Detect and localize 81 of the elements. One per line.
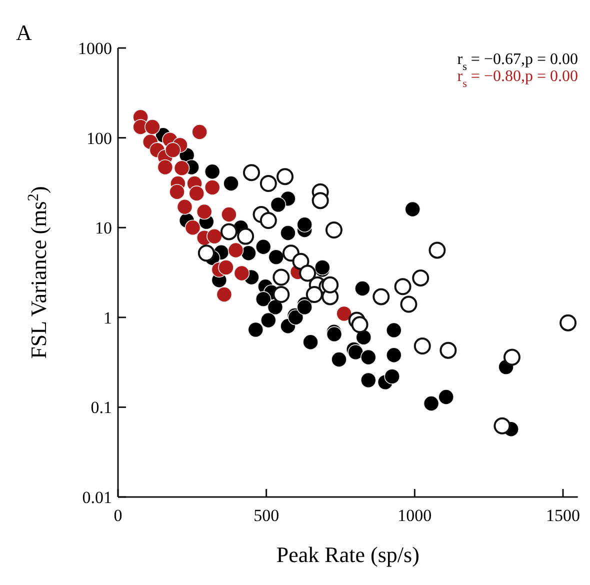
- point: [299, 264, 316, 282]
- point: [306, 286, 323, 303]
- point: [331, 352, 347, 368]
- y-tick-label: 0.01: [82, 488, 112, 507]
- y-tick-label: 10: [95, 218, 112, 238]
- point: [192, 124, 208, 140]
- point: [267, 299, 284, 316]
- point: [560, 314, 577, 332]
- point: [169, 184, 185, 200]
- point: [400, 296, 418, 313]
- point: [272, 286, 290, 303]
- point: [268, 249, 284, 265]
- point: [312, 192, 329, 210]
- y-tick-label: 0.1: [90, 398, 112, 418]
- point: [270, 196, 286, 213]
- point: [216, 286, 232, 302]
- point: [260, 312, 276, 328]
- point: [228, 242, 244, 258]
- point: [360, 372, 376, 388]
- point: [248, 322, 264, 338]
- point: [196, 204, 212, 220]
- point: [280, 225, 296, 241]
- point: [255, 291, 272, 307]
- point: [423, 396, 440, 412]
- point: [260, 212, 277, 229]
- point: [188, 186, 205, 202]
- point: [234, 265, 250, 282]
- point: [255, 238, 272, 255]
- point: [414, 338, 431, 355]
- point: [348, 344, 364, 360]
- point: [384, 368, 400, 384]
- point: [503, 348, 520, 366]
- point: [184, 220, 201, 236]
- x-axis-title: Peak Rate (sp/s): [276, 542, 420, 567]
- point: [360, 349, 376, 366]
- x-tick-label: 0: [114, 506, 122, 525]
- point: [322, 276, 339, 294]
- y-tick-label: 1: [104, 308, 112, 328]
- point: [157, 159, 174, 176]
- point: [223, 176, 239, 192]
- point: [386, 347, 402, 364]
- point: [218, 260, 234, 276]
- point: [204, 164, 220, 180]
- point: [221, 206, 237, 222]
- point: [428, 242, 446, 259]
- point: [394, 278, 412, 296]
- point: [412, 269, 430, 286]
- point: [494, 417, 511, 434]
- point: [325, 222, 342, 239]
- point: [237, 228, 254, 245]
- point: [220, 223, 238, 240]
- point: [144, 119, 160, 135]
- point: [276, 168, 294, 186]
- point: [302, 334, 318, 350]
- point: [440, 342, 457, 359]
- point: [204, 180, 220, 196]
- point: [404, 201, 420, 218]
- point: [240, 245, 256, 262]
- point: [206, 228, 222, 244]
- point: [292, 252, 310, 270]
- point: [260, 174, 277, 192]
- point: [198, 244, 215, 262]
- point: [336, 306, 352, 322]
- y-tick-label: 100: [86, 128, 112, 148]
- x-tick-label: 1500: [546, 506, 580, 525]
- point: [296, 299, 313, 316]
- point: [174, 160, 190, 176]
- point: [386, 322, 402, 338]
- y-tick-label: 1000: [78, 38, 112, 58]
- point: [243, 164, 260, 182]
- chart-title: A: [16, 20, 32, 45]
- point: [296, 216, 313, 232]
- point: [272, 268, 290, 286]
- point: [438, 389, 454, 405]
- point: [351, 316, 368, 334]
- point: [176, 199, 193, 215]
- point: [164, 142, 181, 158]
- x-tick-label: 500: [254, 506, 280, 525]
- point: [372, 288, 390, 306]
- point: [354, 280, 370, 296]
- x-tick-label: 1000: [398, 506, 432, 525]
